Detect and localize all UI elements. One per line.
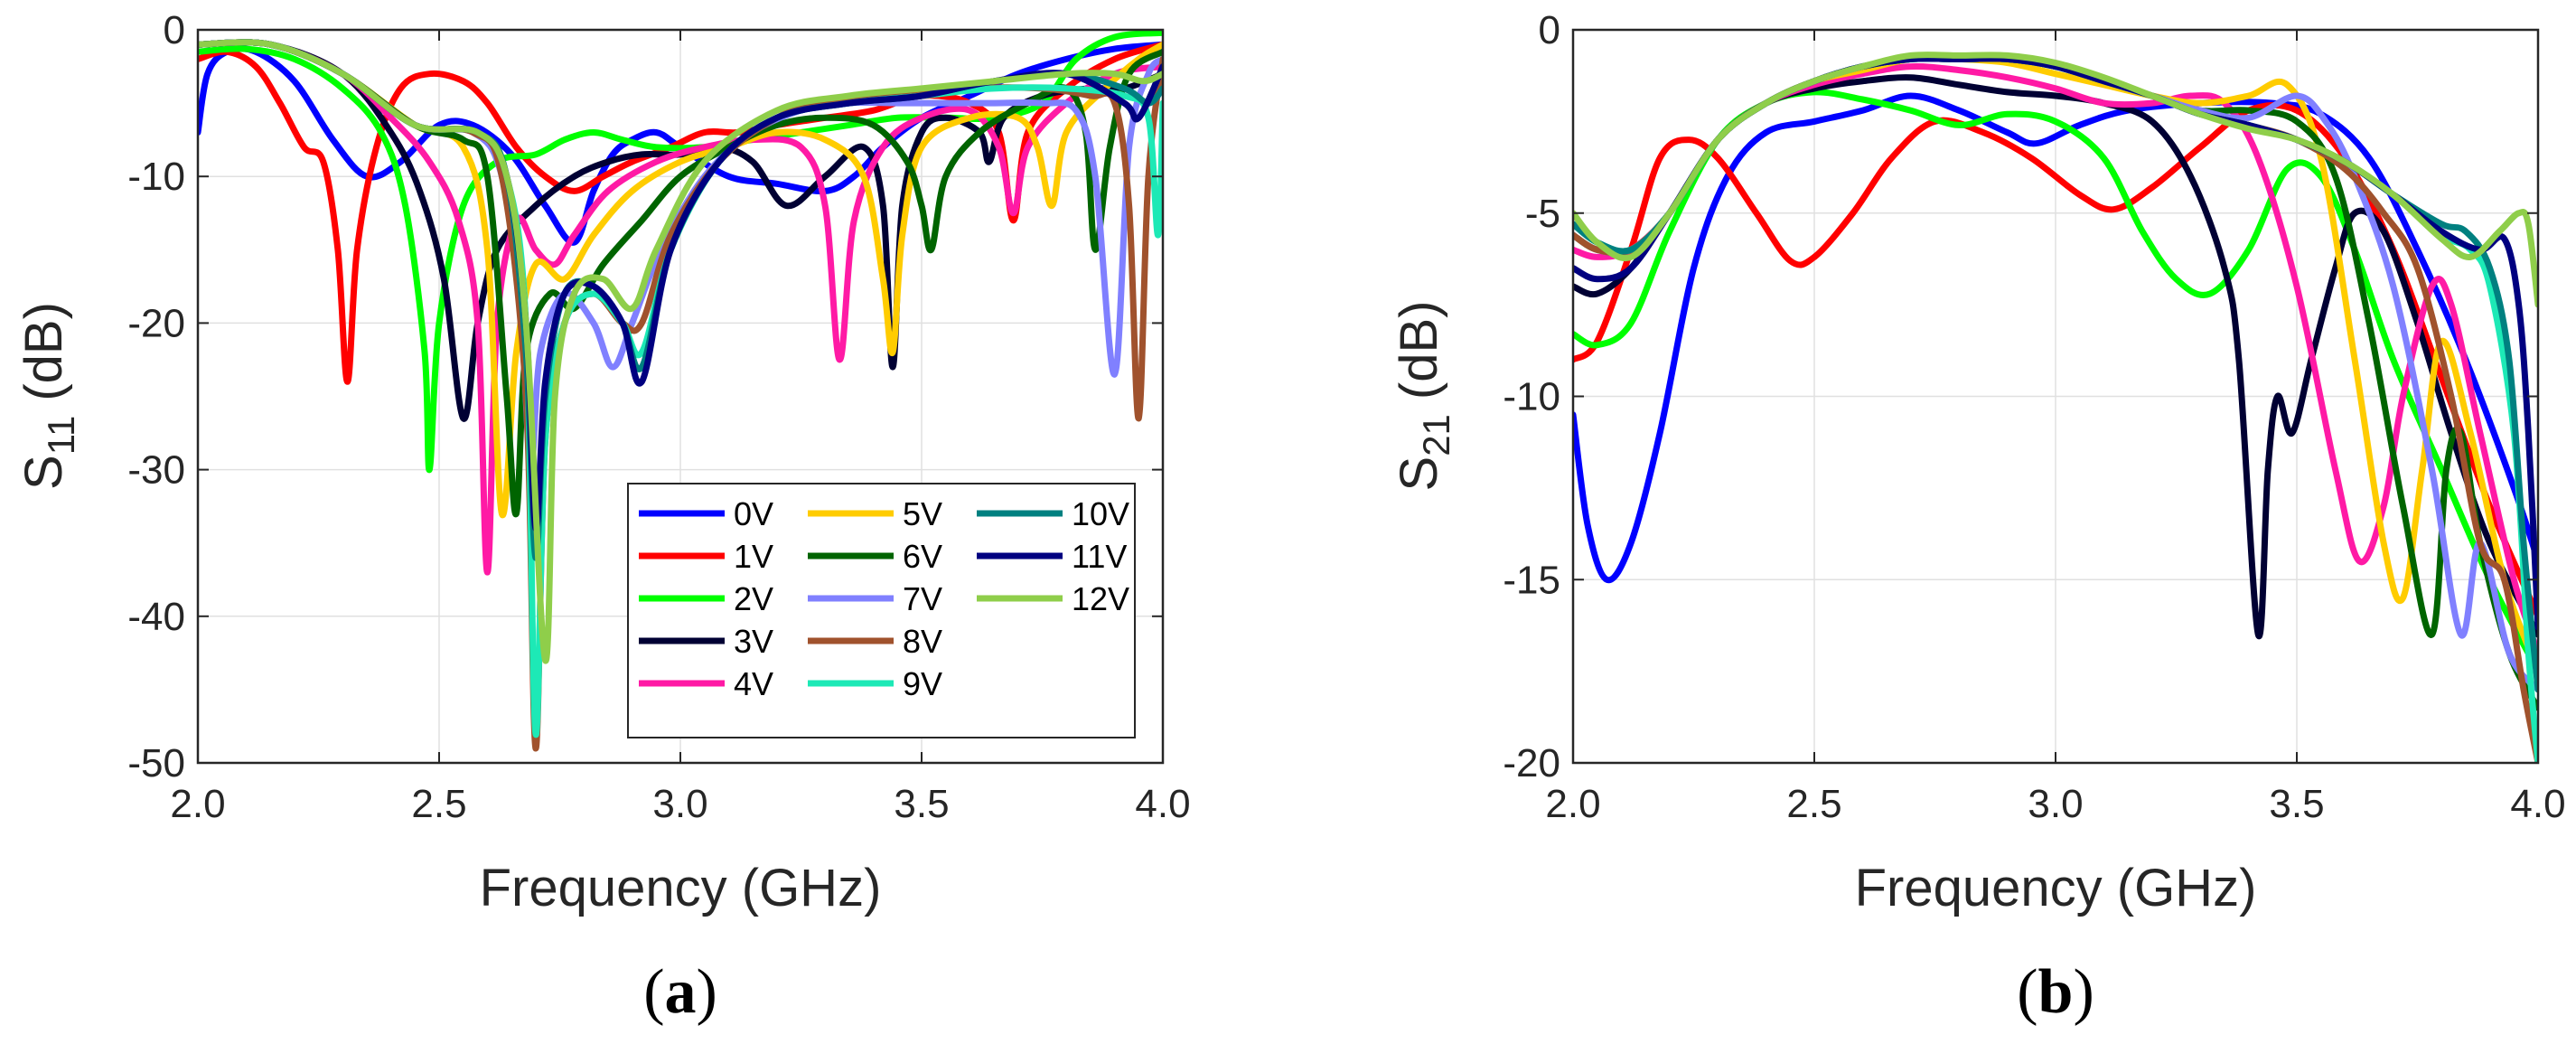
chart-a: 2.0 2.5 3.0 3.5 4.0 0 -10 -20 -30 -40 -50 0V 1V 2V 3V… (14, 8, 1191, 1027)
chart-b-ytick-label: -15 (1503, 558, 1560, 602)
legend-label-1V: 1V (734, 538, 773, 575)
chart-a-ytick-label: -10 (127, 155, 185, 199)
legend-label-9V: 9V (903, 665, 942, 702)
chart-a-series-3V (198, 39, 1163, 422)
legend-label-3V: 3V (734, 623, 773, 660)
panel-b-label-close: ) (2073, 957, 2094, 1027)
legend-label-11V: 11V (1072, 538, 1127, 575)
chart-b-xtick-label: 4.0 (2510, 782, 2565, 826)
chart-b-series-12V (1573, 52, 2538, 308)
chart-b-ytick-label: 0 (1539, 8, 1560, 52)
chart-a-series-4V (198, 39, 1163, 576)
chart-a-xtick-label: 2.0 (170, 782, 225, 826)
panel-b-label-letter: b (2038, 957, 2074, 1027)
panel-a-label-open: ( (643, 957, 664, 1027)
legend-label-7V: 7V (903, 580, 942, 617)
chart-a-legend: 0V 1V 2V 3V 4V 5V 6V 7V 8V 9V 10V 11V 12V (627, 483, 1136, 738)
chart-a-xlabel: Frequency (GHz) (480, 859, 882, 917)
chart-a-xtick-label: 3.5 (894, 782, 949, 826)
chart-a-series-12V (198, 39, 1163, 664)
chart-b-ylabel-unit: (dB) (1390, 301, 1448, 400)
panel-a-label-close: ) (697, 957, 717, 1027)
chart-b-xtick-label: 3.5 (2269, 782, 2324, 826)
chart-b-ytick-label: -5 (1525, 192, 1560, 236)
chart-b-ytick-label: -10 (1503, 375, 1560, 419)
chart-a-ticks: 2.0 2.5 3.0 3.5 4.0 0 -10 -20 -30 -40 -50 (127, 8, 1190, 826)
chart-b: 2.0 2.5 3.0 3.5 4.0 0 -5 -10 -15 -20 S21 (dB) Freq… (1390, 8, 2566, 1027)
chart-b-ticks: 2.0 2.5 3.0 3.5 4.0 0 -5 -10 -15 -20 (1503, 8, 2565, 826)
chart-a-ytick-label: -40 (127, 595, 185, 639)
chart-a-ylabel-main: S (14, 455, 73, 490)
panel-b-label: (b) (2017, 957, 2094, 1027)
chart-a-ytick-label: -20 (127, 301, 185, 345)
chart-a-ytick-label: 0 (164, 8, 185, 52)
legend-label-2V: 2V (734, 580, 773, 617)
chart-b-ylabel-sub: 21 (1415, 414, 1457, 456)
chart-b-xtick-label: 2.5 (1786, 782, 1841, 826)
panel-b-label-open: ( (2017, 957, 2037, 1027)
chart-b-ylabel: S21 (dB) (1390, 301, 1457, 492)
panel-a-label-letter: a (665, 957, 697, 1027)
panel-a-label: (a) (643, 957, 717, 1027)
legend-label-12V: 12V (1072, 580, 1129, 617)
chart-b-xtick-label: 3.0 (2028, 782, 2083, 826)
legend-label-8V: 8V (903, 623, 942, 660)
legend-label-10V: 10V (1072, 495, 1129, 532)
legend-box (627, 483, 1136, 738)
chart-a-ylabel: S11 (dB) (14, 302, 82, 490)
legend-label-0V: 0V (734, 495, 773, 532)
chart-a-ytick-label: -30 (127, 448, 185, 493)
chart-a-xtick-label: 3.0 (652, 782, 707, 826)
chart-b-series (1573, 52, 2538, 763)
chart-a-ylabel-unit: (dB) (14, 302, 73, 401)
chart-b-ytick-label: -20 (1503, 741, 1560, 785)
legend-label-6V: 6V (903, 538, 942, 575)
chart-b-xtick-label: 2.0 (1545, 782, 1600, 826)
chart-b-xlabel: Frequency (GHz) (1855, 859, 2257, 917)
chart-a-series (198, 30, 1163, 752)
legend-label-4V: 4V (734, 665, 773, 702)
legend-label-5V: 5V (903, 495, 942, 532)
chart-a-ytick-label: -50 (127, 741, 185, 785)
chart-a-xtick-label: 2.5 (411, 782, 466, 826)
chart-a-ylabel-sub: 11 (40, 416, 82, 456)
chart-a-xtick-label: 4.0 (1135, 782, 1190, 826)
chart-b-ylabel-main: S (1390, 456, 1448, 492)
